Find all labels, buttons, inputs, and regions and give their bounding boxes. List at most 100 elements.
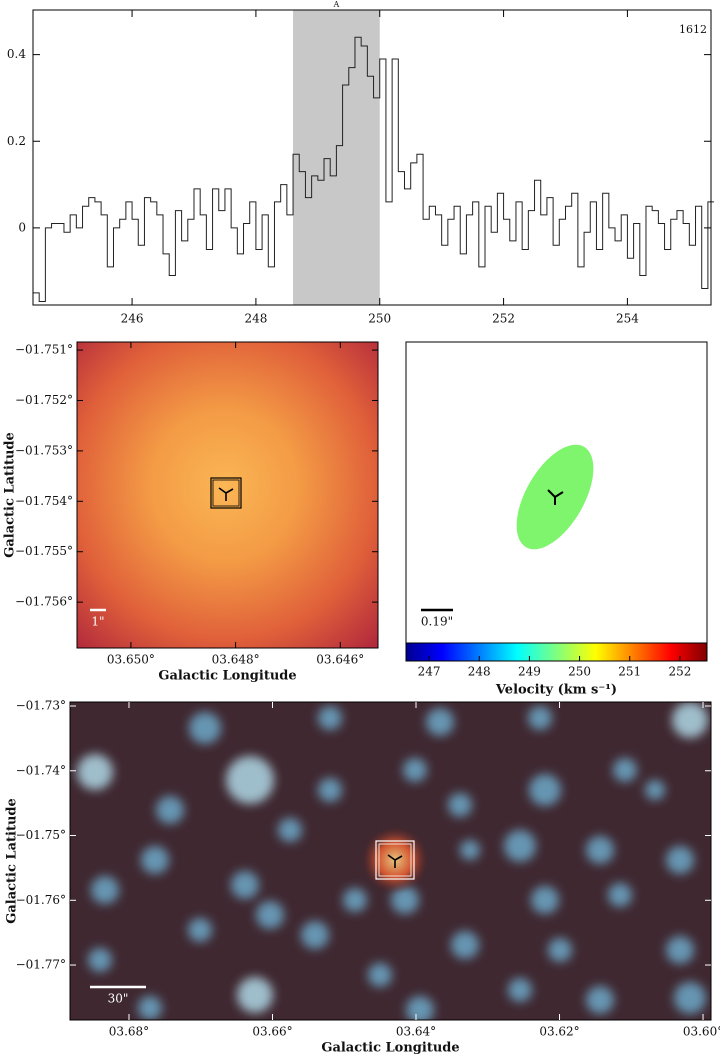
star bbox=[448, 793, 472, 817]
intensity-panel: 03.650° 03.648° 03.646° −01.751° −01.752° −01… bbox=[3, 341, 379, 684]
x-tick-label: 03.68° bbox=[109, 1025, 149, 1039]
marker-box bbox=[375, 840, 415, 880]
x-tick-label: 246 bbox=[121, 312, 144, 326]
stars bbox=[77, 702, 708, 1020]
colorbar-tick-label: 251 bbox=[618, 665, 641, 679]
star bbox=[278, 818, 302, 842]
star bbox=[231, 871, 259, 899]
colorbar-tick-label: 249 bbox=[518, 665, 541, 679]
y-tick-label: −01.756° bbox=[15, 595, 73, 609]
star bbox=[318, 706, 342, 730]
spectrum-panel: A 246 248 250 252 254 0 0.2 0.4 1612 bbox=[7, 0, 715, 326]
plot-frame bbox=[69, 701, 712, 1021]
colorbar bbox=[405, 642, 708, 662]
marker-symbol bbox=[218, 487, 234, 501]
y-tick-label: 0.2 bbox=[7, 134, 26, 148]
x-tick-label: 03.650° bbox=[107, 653, 155, 667]
x-tick-label: 03.646° bbox=[316, 653, 364, 667]
x-tick-label: 248 bbox=[244, 312, 267, 326]
x-tick-label: 254 bbox=[616, 312, 639, 326]
y-tick-label: 0 bbox=[18, 220, 26, 234]
colorbar-label: Velocity (km s⁻¹) bbox=[495, 683, 617, 698]
star bbox=[451, 931, 479, 959]
star bbox=[368, 963, 392, 987]
star bbox=[88, 948, 112, 972]
marker-symbol bbox=[547, 489, 564, 505]
colorbar-tick-label: 247 bbox=[418, 665, 441, 679]
scale-label: 30" bbox=[108, 992, 129, 1006]
star bbox=[674, 982, 706, 1014]
plot-frame bbox=[405, 341, 708, 644]
annotation: 1612 bbox=[679, 23, 707, 36]
x-axis-label: Galactic Longitude bbox=[321, 1041, 459, 1056]
intensity-image bbox=[77, 342, 378, 648]
x-tick-label: 03.64° bbox=[396, 1025, 436, 1039]
marker-box bbox=[212, 479, 240, 507]
x-tick-label: 03.62° bbox=[539, 1025, 579, 1039]
x-tick-label: 03.60° bbox=[683, 1025, 720, 1039]
y-tick-label: −01.752° bbox=[15, 393, 73, 407]
y-tick-label: −01.73° bbox=[16, 699, 66, 713]
marker-symbol bbox=[387, 854, 403, 868]
star bbox=[613, 758, 637, 782]
star bbox=[666, 846, 694, 874]
star bbox=[586, 986, 614, 1014]
rgb-panel: 03.68° 03.66° 03.64° 03.62° 03.60° −01.73° −01… bbox=[5, 699, 720, 1056]
star bbox=[666, 936, 694, 964]
star bbox=[91, 876, 119, 904]
y-tick-label: −01.75° bbox=[16, 828, 66, 842]
y-axis-label: Galactic Latitude bbox=[5, 798, 20, 924]
star bbox=[237, 977, 273, 1013]
star bbox=[189, 712, 221, 744]
star bbox=[672, 702, 708, 738]
star bbox=[77, 754, 113, 790]
star bbox=[548, 938, 572, 962]
scale-label: 1" bbox=[91, 615, 104, 629]
x-tick-label: 252 bbox=[492, 312, 515, 326]
star bbox=[426, 708, 454, 736]
haze bbox=[70, 702, 711, 1020]
y-axis-label: Galactic Latitude bbox=[3, 432, 18, 558]
plot-frame bbox=[76, 341, 379, 649]
colorbar-tick-label: 250 bbox=[568, 665, 591, 679]
star bbox=[301, 921, 329, 949]
star bbox=[138, 996, 162, 1020]
star bbox=[608, 883, 632, 907]
star bbox=[188, 918, 212, 942]
y-tick-label: 0.4 bbox=[7, 47, 26, 61]
star bbox=[403, 758, 427, 782]
x-tick-label: 03.648° bbox=[212, 653, 260, 667]
star bbox=[256, 901, 284, 929]
shade-label: A bbox=[333, 0, 340, 9]
velocity-panel: 0.19" 247 248 249 250 251 252 Velocity (km s⁻¹) bbox=[405, 341, 708, 698]
x-tick-label: 250 bbox=[368, 312, 391, 326]
star bbox=[531, 886, 559, 914]
x-tick-label: 03.66° bbox=[252, 1025, 292, 1039]
y-tick-label: −01.76° bbox=[16, 893, 66, 907]
star bbox=[504, 830, 536, 862]
star bbox=[226, 756, 274, 804]
marker-box bbox=[378, 843, 412, 877]
y-tick-label: −01.754° bbox=[15, 494, 73, 508]
star bbox=[318, 778, 342, 802]
star bbox=[645, 780, 665, 800]
star bbox=[343, 888, 367, 912]
y-tick-label: −01.74° bbox=[16, 763, 66, 777]
spectrum-line bbox=[33, 36, 715, 303]
star bbox=[508, 978, 532, 1002]
scale-label: 0.19" bbox=[421, 615, 453, 629]
star bbox=[406, 996, 434, 1020]
star bbox=[529, 774, 561, 806]
x-axis-label: Galactic Longitude bbox=[158, 669, 296, 684]
colorbar-tick-label: 252 bbox=[668, 665, 691, 679]
y-tick-label: −01.755° bbox=[15, 544, 73, 558]
plot-frame bbox=[32, 9, 712, 306]
star bbox=[141, 846, 169, 874]
star bbox=[460, 840, 480, 860]
colorbar-tick-label: 248 bbox=[468, 665, 491, 679]
y-tick-label: −01.753° bbox=[15, 443, 73, 457]
y-tick-label: −01.751° bbox=[15, 343, 73, 357]
y-tick-label: −01.77° bbox=[16, 958, 66, 972]
star bbox=[528, 706, 552, 730]
